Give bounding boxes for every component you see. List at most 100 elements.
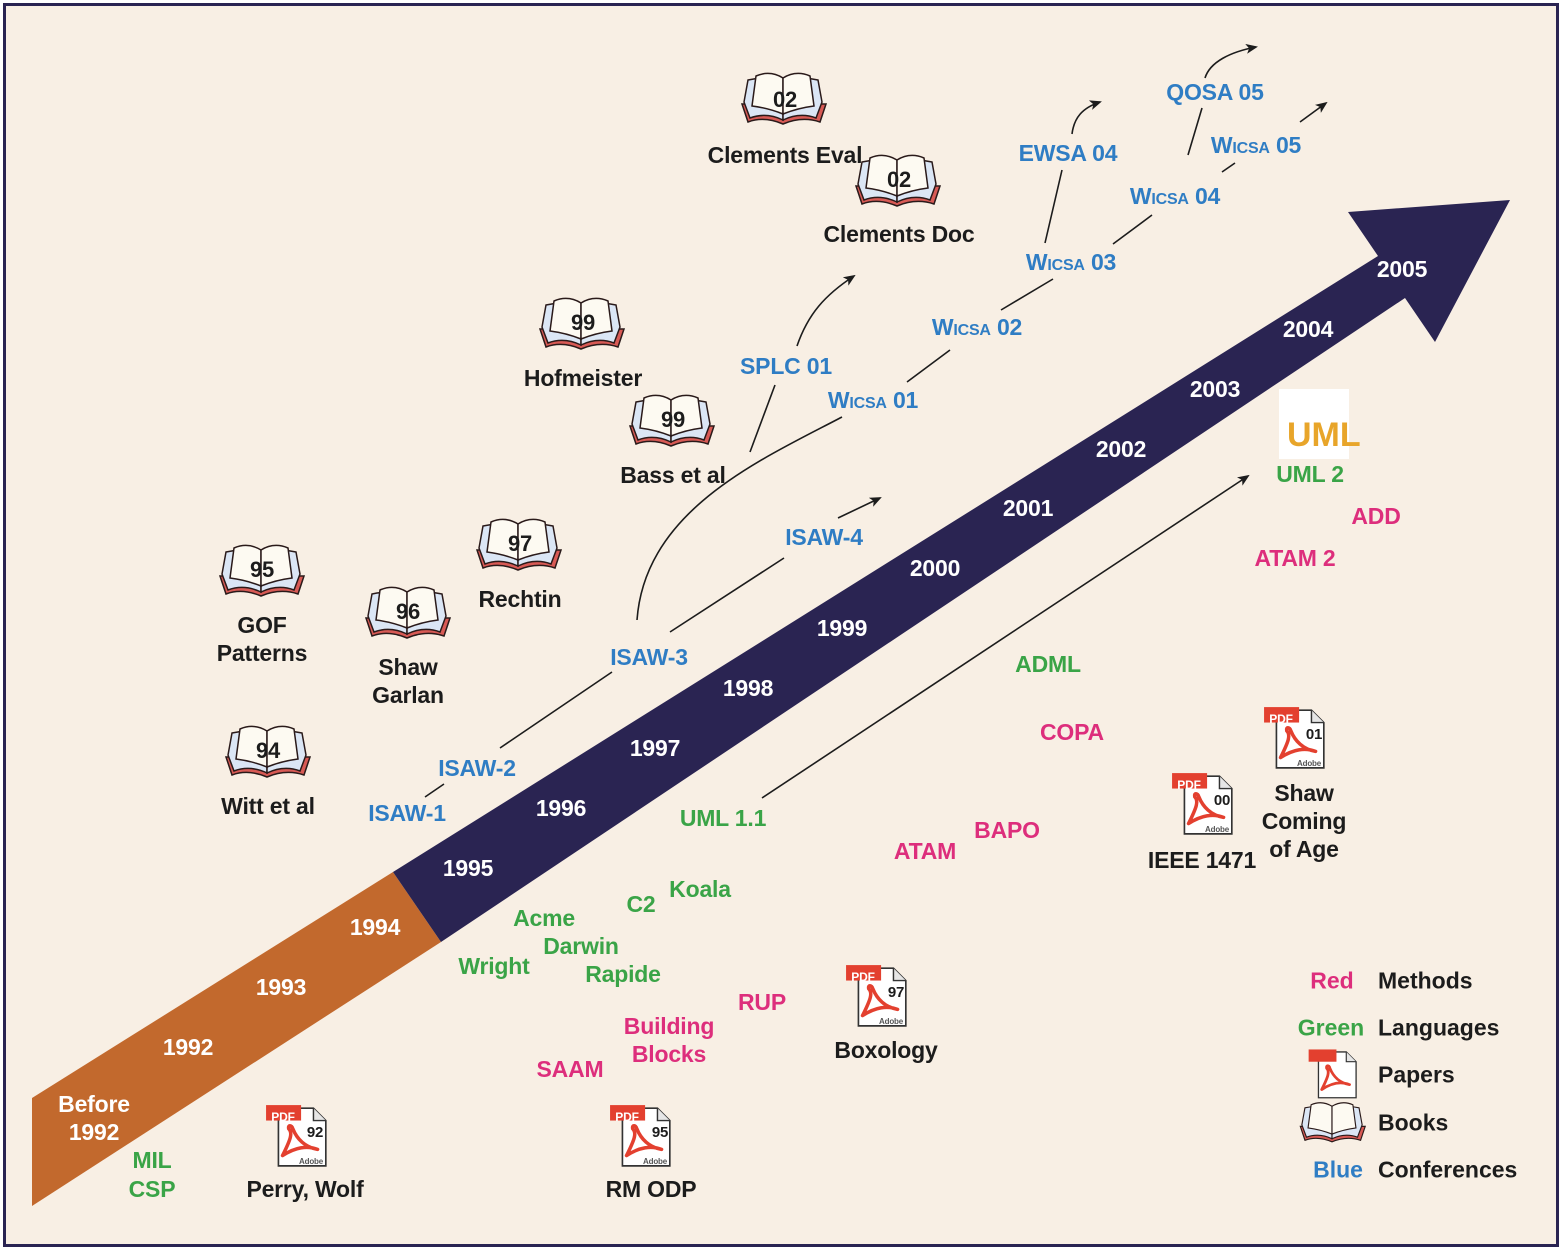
paper-year: 97 xyxy=(887,984,905,1001)
paper-label-shaw-coming-of-age: Shaw Coming of Age xyxy=(1261,780,1347,862)
book-label-rechtin: Rechtin xyxy=(478,586,562,612)
paper-label-perry-wolf: Perry, Wolf xyxy=(246,1176,364,1202)
year-1993: 1993 xyxy=(255,974,307,1000)
conf-wicsa03: Wicsa 03 xyxy=(1025,249,1117,275)
paper-label-boxology: Boxology xyxy=(834,1037,938,1063)
conf-qosa05: QOSA 05 xyxy=(1166,79,1264,105)
method-copa: COPA xyxy=(1040,719,1104,745)
year-2002: 2002 xyxy=(1095,436,1147,462)
connector-wicsa02-wicsa03 xyxy=(1000,278,1054,311)
conf-isaw1: ISAW-1 xyxy=(368,800,446,826)
legend-book-icon xyxy=(1299,1102,1366,1143)
uml-logo-icon: UML xyxy=(1279,389,1361,459)
conf-wicsa02: Wicsa 02 xyxy=(931,314,1023,340)
legend-key-green: Green xyxy=(1297,1014,1365,1041)
method-saam: SAAM xyxy=(536,1056,604,1082)
connector-isaw3-isaw4 xyxy=(669,557,785,633)
book-year: 99 xyxy=(570,310,596,335)
connector-qosa05-arrow xyxy=(1204,43,1258,79)
timeline-arrow-main xyxy=(393,200,1510,942)
lang-koala: Koala xyxy=(669,876,731,902)
legend-text-methods: Methods xyxy=(1378,967,1473,994)
lang-wright: Wright xyxy=(458,953,530,979)
connector-isaw4-arrow xyxy=(837,497,882,519)
book-label-gof: GOF Patterns xyxy=(216,612,308,666)
connector-basset-splc01 xyxy=(749,384,776,453)
year-1992: 1992 xyxy=(162,1034,214,1060)
pdf-badge: PDF xyxy=(615,1110,639,1124)
book-icons xyxy=(219,72,1366,1143)
year-1999: 1999 xyxy=(816,615,868,641)
lang-rapide: Rapide xyxy=(585,961,661,987)
year-2005: 2005 xyxy=(1376,256,1428,282)
legend-text-conferences: Conferences xyxy=(1378,1156,1518,1183)
year-2003: 2003 xyxy=(1189,376,1241,402)
pdf-badge: PDF xyxy=(1269,712,1293,726)
lang-darwin: Darwin xyxy=(543,933,619,959)
legend-text-papers: Papers xyxy=(1378,1061,1455,1088)
legend-key-blue: Blue xyxy=(1313,1156,1363,1183)
lang-acme: Acme xyxy=(513,905,575,931)
year-1995: 1995 xyxy=(442,855,494,881)
connector-isaw3-wicsa01 xyxy=(636,416,843,621)
connector-isaw2-isaw3 xyxy=(499,671,613,749)
year-2001: 2001 xyxy=(1002,495,1054,521)
legend-text-books: Books xyxy=(1378,1109,1449,1136)
conf-isaw4: ISAW-4 xyxy=(785,524,863,550)
book-year: 94 xyxy=(255,738,281,763)
book-label-clements-eval: Clements Eval xyxy=(707,142,863,168)
paper-label-rm-odp: RM ODP xyxy=(605,1176,697,1202)
paper-year: 01 xyxy=(1305,726,1323,743)
paper-year: 92 xyxy=(306,1124,324,1141)
pdf-badge: PDF xyxy=(1177,778,1201,792)
connector-ewsa04-arrow xyxy=(1071,100,1102,135)
pdf-badge: PDF xyxy=(851,970,875,984)
paper-year: 00 xyxy=(1213,792,1231,809)
year-2000: 2000 xyxy=(909,555,961,581)
adobe-badge: Adobe xyxy=(879,1017,903,1026)
lang-mil: MIL xyxy=(132,1147,172,1173)
book-label-witt: Witt et al xyxy=(221,793,315,819)
year-1997: 1997 xyxy=(629,735,681,761)
conf-isaw2: ISAW-2 xyxy=(438,755,516,781)
conf-wicsa01: Wicsa 01 xyxy=(827,387,919,413)
method-bapo: BAPO xyxy=(974,817,1040,843)
year-1996: 1996 xyxy=(535,795,587,821)
book-year: 02 xyxy=(886,167,912,192)
year-before-1992: Before 1992 xyxy=(58,1091,130,1145)
book-year: 97 xyxy=(507,531,533,556)
connector-isaw1-isaw2 xyxy=(424,783,445,798)
connector-wicsa01-wicsa02 xyxy=(906,349,951,383)
adobe-badge: Adobe xyxy=(1205,825,1229,834)
connector-wicsa04-wicsa05 xyxy=(1221,162,1236,173)
lang-c2: C2 xyxy=(626,891,656,917)
connector-splc01-arrow xyxy=(796,274,856,347)
conf-wicsa05: Wicsa 05 xyxy=(1210,132,1302,158)
connector-wicsa04-qosa05 xyxy=(1187,107,1203,156)
conf-splc01: SPLC 01 xyxy=(740,353,832,379)
book-year: 95 xyxy=(249,557,275,582)
method-add: ADD xyxy=(1351,503,1401,529)
year-1998: 1998 xyxy=(722,675,774,701)
connector-wicsa03-wicsa04 xyxy=(1112,214,1153,245)
conf-wicsa04: Wicsa 04 xyxy=(1129,183,1221,209)
conference-connectors xyxy=(424,43,1328,799)
connector-wicsa05-arrow xyxy=(1299,101,1328,123)
adobe-badge: Adobe xyxy=(1297,759,1321,768)
method-atam: ATAM xyxy=(893,838,957,864)
lang-uml11: UML 1.1 xyxy=(679,805,767,831)
book-year: 02 xyxy=(772,87,798,112)
lang-adml: ADML xyxy=(1015,651,1081,677)
conf-ewsa04: EWSA 04 xyxy=(1018,140,1118,166)
book-label-shaw-garlan: Shaw Garlan xyxy=(372,654,444,708)
legend-text-languages: Languages xyxy=(1378,1014,1500,1041)
book-year: 99 xyxy=(660,407,686,432)
book-label-bass: Bass et al xyxy=(620,462,726,488)
lang-csp: CSP xyxy=(128,1176,176,1202)
timeline-arrow-early xyxy=(32,872,441,1206)
connector-uml11-uml2 xyxy=(761,474,1250,799)
uml-logo-text: UML xyxy=(1287,416,1361,454)
book-label-hofmeister: Hofmeister xyxy=(523,365,643,391)
book-year: 96 xyxy=(395,599,421,624)
